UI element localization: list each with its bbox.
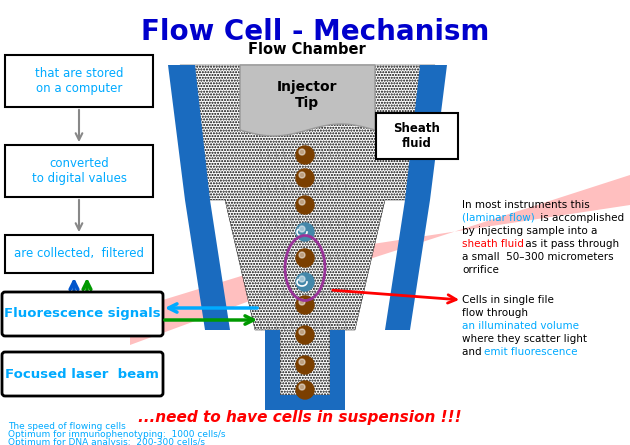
Circle shape	[299, 276, 305, 282]
Circle shape	[299, 252, 305, 258]
Circle shape	[299, 384, 305, 390]
Text: an illuminated volume: an illuminated volume	[462, 321, 579, 331]
Circle shape	[299, 299, 305, 305]
Polygon shape	[330, 330, 345, 405]
Circle shape	[296, 146, 314, 164]
Circle shape	[299, 149, 305, 155]
Circle shape	[296, 196, 314, 214]
Polygon shape	[300, 175, 630, 275]
FancyBboxPatch shape	[5, 235, 153, 273]
Polygon shape	[130, 255, 320, 345]
Circle shape	[296, 296, 314, 314]
Text: Cells in single file: Cells in single file	[462, 295, 554, 305]
Text: Optimum for immunophenotyping:  1000 cells/s: Optimum for immunophenotyping: 1000 cell…	[8, 430, 226, 439]
Text: ...need to have cells in suspension !!!: ...need to have cells in suspension !!!	[138, 410, 462, 425]
Text: emit fluorescence: emit fluorescence	[484, 347, 578, 357]
Polygon shape	[265, 395, 345, 410]
Circle shape	[296, 356, 314, 374]
Circle shape	[296, 326, 314, 344]
Circle shape	[299, 329, 305, 335]
Circle shape	[299, 199, 305, 205]
Text: Sheath
fluid: Sheath fluid	[394, 122, 440, 150]
Text: Fluorescence signals: Fluorescence signals	[4, 307, 160, 320]
Circle shape	[296, 273, 314, 291]
Polygon shape	[240, 65, 375, 136]
Circle shape	[299, 172, 305, 178]
Polygon shape	[385, 200, 430, 330]
Text: (laminar flow): (laminar flow)	[462, 213, 535, 223]
Circle shape	[296, 381, 314, 399]
Text: and: and	[462, 347, 485, 357]
Text: Optimum for DNA analysis:  200-300 cells/s: Optimum for DNA analysis: 200-300 cells/…	[8, 438, 205, 445]
FancyBboxPatch shape	[376, 113, 458, 159]
FancyBboxPatch shape	[5, 55, 153, 107]
Text: In most instruments this: In most instruments this	[462, 200, 590, 210]
Text: are collected,  filtered: are collected, filtered	[14, 247, 144, 260]
Polygon shape	[180, 65, 435, 405]
Circle shape	[296, 223, 314, 241]
Polygon shape	[265, 330, 280, 405]
Text: as it pass through: as it pass through	[522, 239, 619, 249]
Text: that are stored
on a computer: that are stored on a computer	[35, 67, 123, 95]
Text: by injecting sample into a: by injecting sample into a	[462, 226, 597, 236]
Polygon shape	[185, 200, 230, 330]
Circle shape	[299, 226, 305, 232]
Text: sheath fluid: sheath fluid	[462, 239, 524, 249]
Polygon shape	[405, 65, 447, 200]
FancyBboxPatch shape	[2, 292, 163, 336]
FancyBboxPatch shape	[5, 145, 153, 197]
Text: a small  50–300 micrometers: a small 50–300 micrometers	[462, 252, 614, 262]
Text: where they scatter light: where they scatter light	[462, 334, 587, 344]
Circle shape	[296, 169, 314, 187]
FancyBboxPatch shape	[2, 352, 163, 396]
Text: flow through: flow through	[462, 308, 528, 318]
Polygon shape	[168, 65, 210, 200]
Circle shape	[296, 249, 314, 267]
Text: is accomplished: is accomplished	[537, 213, 624, 223]
Text: orrifice: orrifice	[462, 265, 499, 275]
Text: converted
to digital values: converted to digital values	[32, 157, 127, 185]
Text: Injector
Tip: Injector Tip	[277, 80, 337, 110]
Circle shape	[299, 359, 305, 365]
Text: Flow Cell - Mechanism: Flow Cell - Mechanism	[141, 18, 489, 46]
Text: Flow Chamber: Flow Chamber	[248, 42, 366, 57]
Text: The speed of flowing cells: The speed of flowing cells	[8, 422, 126, 431]
Text: Focused laser  beam: Focused laser beam	[5, 368, 159, 380]
